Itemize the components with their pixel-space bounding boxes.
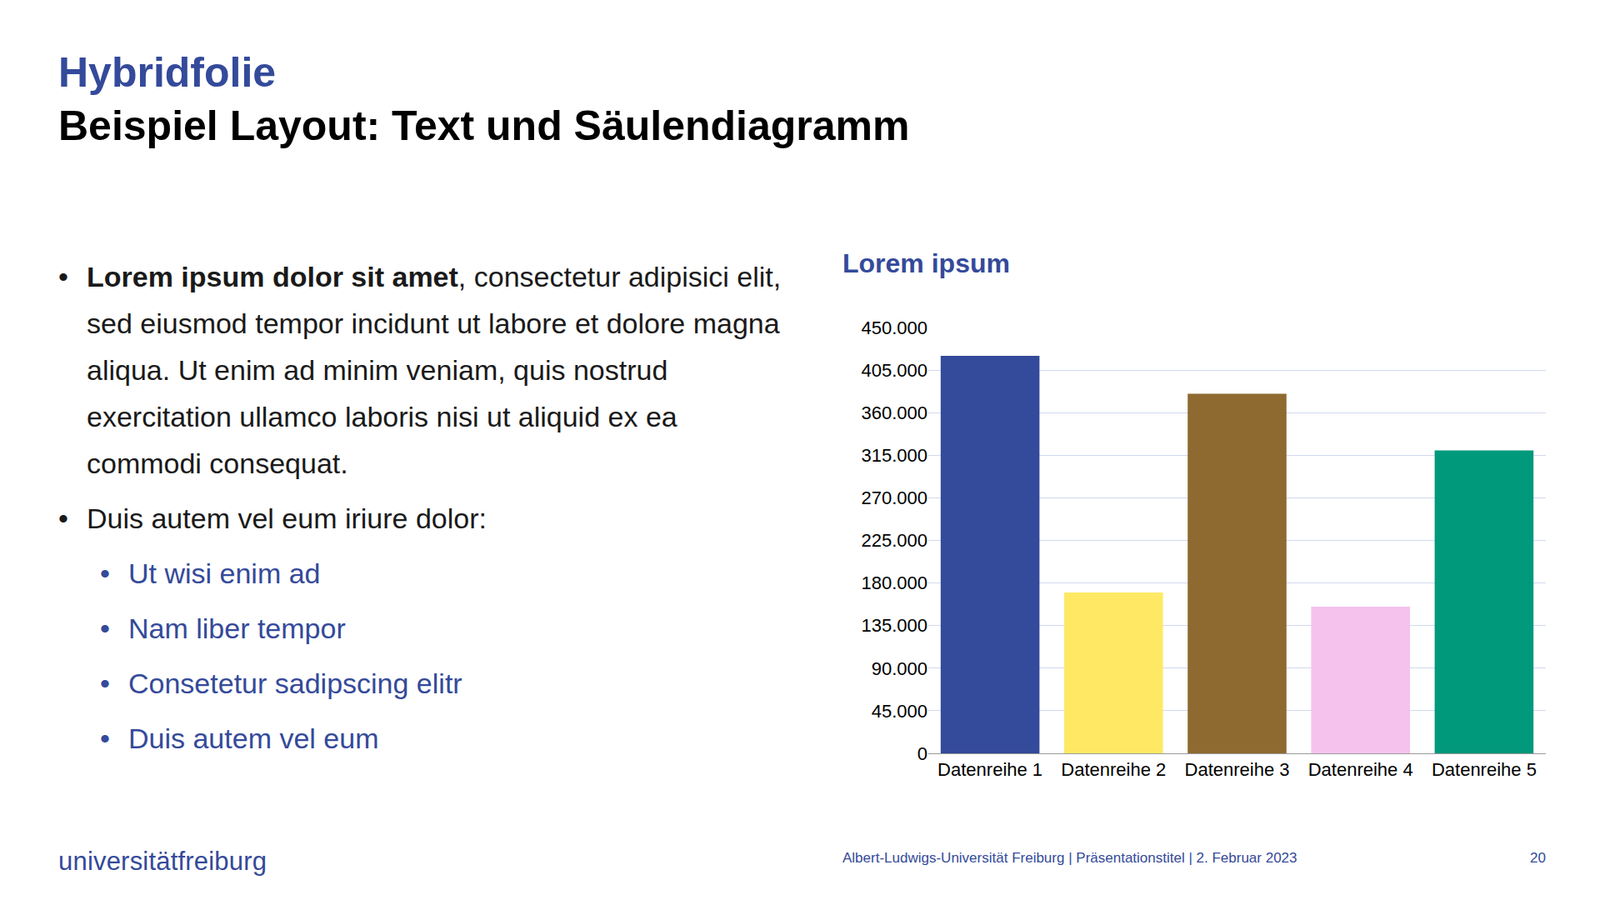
html-text:Beispiel Layout: Text und Säul: Beispiel Layout: Text und Säulendiagramm — [58, 102, 910, 150]
svg-text:405.000: 405.000 — [860, 360, 928, 381]
svg-text:360.000: 360.000 — [860, 402, 928, 424]
svg-text:90.000: 90.000 — [871, 658, 928, 680]
svg-text:450.000: 450.000 — [860, 317, 928, 339]
html-text:Albert-Ludwigs-Universität Fre: Albert-Ludwigs-Universität Freiburg | Pr… — [842, 850, 1298, 866]
svg-text:45.000: 45.000 — [871, 700, 928, 722]
svg-text:Datenreihe 4: Datenreihe 4 — [1308, 759, 1414, 780]
html-text:universitätfreiburg: universitätfreiburg — [58, 846, 267, 876]
svg-text:Datenreihe 2: Datenreihe 2 — [1060, 759, 1166, 780]
html-text:Duis autem vel eum: Duis autem vel eum — [128, 722, 379, 755]
html-text:Lorem ipsum: Lorem ipsum — [842, 248, 1010, 279]
html-text:Duis autem vel eum iriure dolo: Duis autem vel eum iriure dolor: — [86, 502, 487, 535]
svg-text:0: 0 — [917, 743, 928, 765]
html-text:20: 20 — [1530, 850, 1546, 866]
html-text:Consetetur sadipscing elitr: Consetetur sadipscing elitr — [128, 667, 463, 700]
svg-text:270.000: 270.000 — [860, 487, 928, 509]
html-text:Nam liber tempor: Nam liber tempor — [128, 612, 346, 645]
html-text:Lorem ipsum dolor sit amet, co: Lorem ipsum dolor sit amet, consectetur … — [86, 260, 782, 480]
svg-text:225.000: 225.000 — [860, 530, 928, 551]
svg-text:Datenreihe 1: Datenreihe 1 — [937, 759, 1043, 780]
svg-text:315.000: 315.000 — [860, 445, 928, 466]
svg-text:Datenreihe 3: Datenreihe 3 — [1185, 759, 1290, 780]
svg-text:Datenreihe 5: Datenreihe 5 — [1431, 759, 1537, 780]
html-text:Hybridfolie: Hybridfolie — [58, 49, 276, 96]
svg-text:180.000: 180.000 — [860, 572, 928, 594]
svg-text:135.000: 135.000 — [860, 615, 928, 636]
html-text:Ut wisi enim ad: Ut wisi enim ad — [128, 557, 321, 590]
